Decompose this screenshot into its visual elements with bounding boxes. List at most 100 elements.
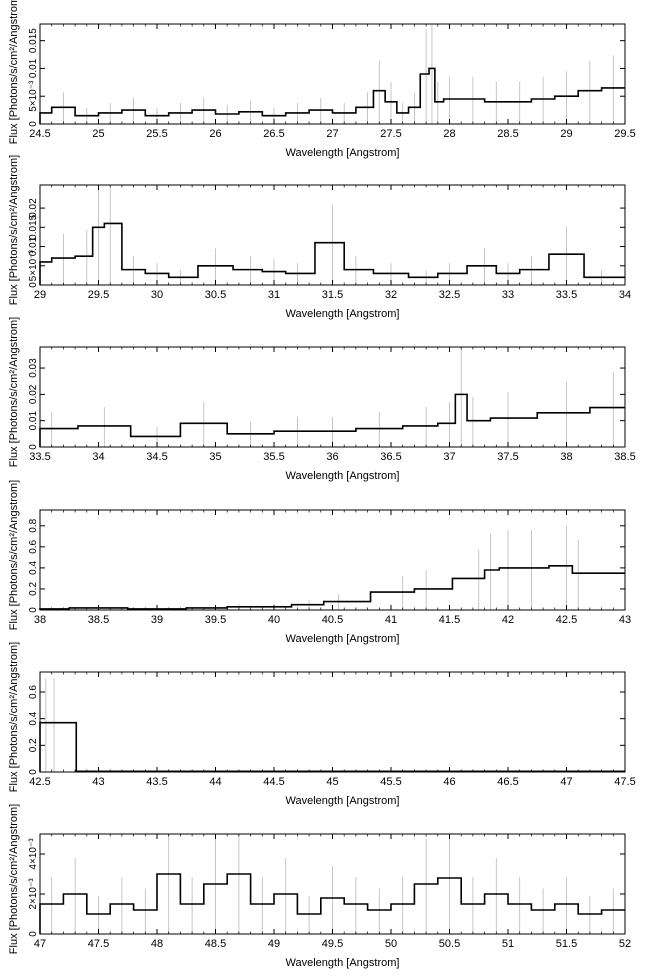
x-tick-label: 50: [385, 938, 397, 950]
x-tick-label: 42.5: [556, 614, 577, 626]
x-tick-label: 45: [326, 776, 338, 788]
x-tick-label: 37.5: [497, 451, 518, 463]
x-tick-label: 30.5: [205, 289, 226, 301]
x-axis-label: Wavelength [Angstrom]: [286, 470, 400, 482]
x-tick-label: 27: [326, 128, 338, 140]
flux-step-line: [39, 67, 625, 124]
x-tick-label: 28.5: [497, 128, 518, 140]
plot-frame: [39, 23, 626, 125]
y-tick-label: 0: [28, 121, 39, 127]
y-tick-label: 2×10⁻³: [28, 878, 39, 910]
x-tick-label: 32: [385, 289, 397, 301]
x-tick-label: 42.5: [29, 776, 50, 788]
y-tick-label: 0.01: [28, 58, 39, 78]
x-tick-label: 29: [34, 289, 46, 301]
y-tick-label: 0.2: [28, 582, 39, 596]
y-tick-label: 0.6: [28, 685, 39, 699]
y-axis-label: Flux [Photons/s/cm²/Angstrom]: [8, 155, 20, 305]
y-tick-label: 0.2: [28, 738, 39, 752]
y-tick-label: 4×10⁻³: [28, 838, 39, 870]
x-tick-label: 47: [560, 776, 572, 788]
x-tick-label: 43.5: [146, 776, 167, 788]
x-tick-label: 47: [34, 938, 46, 950]
x-tick-label: 41.5: [439, 614, 460, 626]
x-tick-label: 50.5: [439, 938, 460, 950]
x-tick-label: 38: [560, 451, 572, 463]
y-axis-label: Flux [Photons/s/cm²/Angstrom]: [8, 480, 20, 630]
x-tick-label: 27.5: [380, 128, 401, 140]
y-tick-label: 5×10⁻³: [28, 80, 39, 112]
x-axis-label: Wavelength [Angstrom]: [286, 633, 400, 645]
y-axis-label: Flux [Photons/s/cm²/Angstrom]: [8, 317, 20, 467]
x-tick-label: 33.5: [556, 289, 577, 301]
x-axis-label: Wavelength [Angstrom]: [286, 308, 400, 320]
x-axis-label: Wavelength [Angstrom]: [286, 795, 400, 807]
x-tick-label: 25.5: [146, 128, 167, 140]
x-tick-label: 47.5: [88, 938, 109, 950]
x-tick-label: 33: [502, 289, 514, 301]
spectrum-panel-4: 38 38.5 39 39.5 40 40.5 41 41.5 42 42.5 43 0 0.2 0.4 0…: [8, 480, 631, 645]
y-tick-label: 0: [28, 769, 39, 775]
x-tick-label: 31: [268, 289, 280, 301]
x-tick-label: 51: [502, 938, 514, 950]
x-tick-label: 36: [326, 451, 338, 463]
x-tick-label: 49.5: [322, 938, 343, 950]
y-tick-label: 0.4: [28, 561, 39, 575]
x-tick-label: 43: [619, 614, 631, 626]
y-tick-label: 0.03: [28, 358, 39, 378]
x-tick-label: 47.5: [614, 776, 635, 788]
y-tick-label: 0.02: [28, 384, 39, 404]
plot-frame: [39, 509, 626, 611]
x-tick-label: 44: [209, 776, 221, 788]
x-tick-label: 35: [209, 451, 221, 463]
y-tick-label: 0.01: [28, 236, 39, 256]
x-tick-label: 51.5: [556, 938, 577, 950]
x-tick-label: 38.5: [88, 614, 109, 626]
x-tick-label: 33.5: [29, 451, 50, 463]
flux-step-line: [39, 721, 625, 773]
x-tick-label: 43: [92, 776, 104, 788]
x-tick-label: 45.5: [380, 776, 401, 788]
x-axis-label: Wavelength [Angstrom]: [286, 957, 400, 969]
x-tick-label: 37: [443, 451, 455, 463]
flux-step-line: [39, 222, 625, 285]
y-tick-label: 5×10⁻³: [28, 250, 39, 282]
x-tick-label: 42: [502, 614, 514, 626]
x-tick-label: 40.5: [322, 614, 343, 626]
y-tick-label: 0.01: [28, 411, 39, 431]
y-axis-label: Flux [Photons/s/cm²/Angstrom]: [8, 804, 20, 954]
x-tick-label: 32.5: [439, 289, 460, 301]
x-tick-label: 34.5: [146, 451, 167, 463]
y-tick-label: 0: [28, 444, 39, 450]
x-tick-label: 49: [268, 938, 280, 950]
y-tick-label: 0.015: [28, 28, 39, 53]
x-tick-label: 52: [619, 938, 631, 950]
spectrum-panel-1: 24.5 25 25.5 26 26.5 27 27.5 28 28.5 29 29.5 0 5×10⁻…: [8, 0, 636, 159]
x-tick-label: 39.5: [205, 614, 226, 626]
y-tick-label: 0: [28, 282, 39, 288]
x-tick-label: 29.5: [88, 289, 109, 301]
spectrum-panel-3: 33.5 34 34.5 35 35.5 36 36.5 37 37.5 38 38.5 0 0.01 0…: [8, 317, 636, 482]
x-tick-label: 31.5: [322, 289, 343, 301]
flux-step-line: [39, 873, 625, 934]
y-tick-label: 0.6: [28, 539, 39, 553]
spectrum-panel-6: 47 47.5 48 48.5 49 49.5 50 50.5 51 51.5 52 0 2×10⁻³ 4…: [8, 804, 631, 969]
spectrum-panel-5: 42.5 43 43.5 44 44.5 45 45.5 46 46.5 47 47.5 0 0.2 0.…: [8, 642, 636, 807]
x-tick-label: 26.5: [263, 128, 284, 140]
x-tick-label: 46.5: [497, 776, 518, 788]
x-tick-label: 36.5: [380, 451, 401, 463]
x-tick-label: 26: [209, 128, 221, 140]
x-tick-label: 34: [92, 451, 104, 463]
flux-step-line: [39, 564, 625, 610]
x-tick-label: 35.5: [263, 451, 284, 463]
y-axis-label: Flux [Photons/s/cm²/Angstrom]: [8, 0, 20, 144]
y-tick-label: 0: [28, 931, 39, 937]
x-tick-label: 48: [151, 938, 163, 950]
x-tick-label: 40: [268, 614, 280, 626]
x-tick-label: 44.5: [263, 776, 284, 788]
y-axis-label: Flux [Photons/s/cm²/Angstrom]: [8, 642, 20, 792]
x-tick-label: 46: [443, 776, 455, 788]
y-tick-label: 0.8: [28, 518, 39, 532]
spectrum-panel-2: 29 29.5 30 30.5 31 31.5 32 32.5 33 33.5 3405×10⁻³0…: [8, 155, 631, 320]
